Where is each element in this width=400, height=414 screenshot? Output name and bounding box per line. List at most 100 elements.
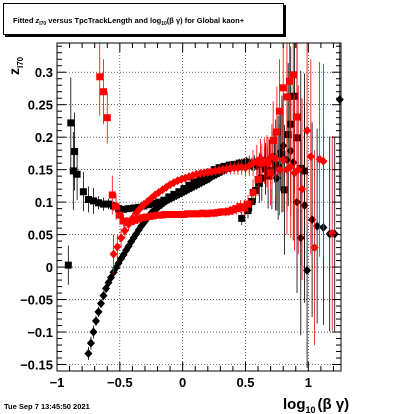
x-tick-label: 0.5	[236, 375, 254, 390]
data-point-square	[120, 205, 128, 213]
data-point-diamond	[120, 226, 129, 236]
data-point-square	[105, 200, 113, 208]
data-point-diamond	[89, 327, 98, 337]
y-tick-label: 0	[46, 260, 53, 275]
data-point-square	[138, 214, 146, 222]
data-point-diamond	[303, 126, 312, 136]
data-point-diamond	[96, 298, 105, 308]
x-tick-label: −1	[50, 375, 65, 390]
data-point-diamond	[303, 265, 312, 275]
y-tick-label: 0.3	[35, 65, 53, 80]
data-point-square	[284, 131, 292, 139]
data-point-diamond	[294, 165, 303, 175]
chart-title: Fitted zI70 versus TpcTrackLength and lo…	[13, 16, 245, 27]
data-point-diamond	[122, 245, 131, 255]
data-point-square	[154, 211, 162, 219]
data-point-square	[161, 210, 169, 218]
data-point-square	[225, 207, 233, 215]
data-point-square	[285, 77, 293, 85]
x-tick-label: 1	[305, 375, 312, 390]
data-point-square	[293, 113, 301, 121]
data-point-square	[221, 208, 229, 216]
data-point-square	[199, 209, 207, 217]
data-point-square	[99, 88, 107, 96]
data-point-diamond	[306, 152, 315, 162]
data-point-square	[214, 209, 222, 217]
data-point-diamond	[124, 219, 133, 229]
data-point-square	[89, 197, 97, 205]
data-point-square	[64, 261, 72, 269]
data-point-square	[280, 186, 288, 194]
data-point-square	[150, 199, 158, 207]
data-point-diamond	[328, 228, 337, 238]
data-point-square	[283, 93, 291, 101]
data-point-square	[125, 205, 133, 213]
data-point-diamond	[99, 291, 108, 301]
title-box: Fitted zI70 versus TpcTrackLength and lo…	[3, 3, 284, 35]
data-point-square	[146, 212, 154, 220]
data-point-square	[206, 209, 214, 217]
y-tick-label: −0.05	[20, 293, 53, 308]
data-point-diamond	[308, 215, 317, 225]
timestamp: Tue Sep 7 13:45:50 2021	[4, 402, 90, 411]
data-point-square	[195, 175, 203, 183]
data-point-square	[103, 114, 111, 122]
data-point-square	[172, 210, 180, 218]
data-point-square	[94, 199, 102, 207]
data-point-square	[191, 210, 199, 218]
data-point-square	[71, 147, 79, 155]
data-point-square	[233, 205, 241, 213]
data-point-diamond	[264, 158, 273, 168]
data-point-square	[258, 159, 266, 167]
data-point-square	[116, 211, 124, 219]
data-point-diamond	[298, 184, 307, 194]
x-axis-label: log10 (β γ)	[283, 396, 349, 414]
data-point-square	[96, 73, 104, 81]
data-point-square	[130, 204, 138, 212]
data-point-square	[203, 210, 211, 218]
data-point-square	[142, 213, 150, 221]
data-point-square	[79, 188, 87, 196]
data-point-square	[218, 208, 226, 216]
data-point-square	[155, 198, 163, 206]
data-point-square	[255, 179, 263, 187]
data-point-square	[150, 212, 158, 220]
data-point-diamond	[286, 161, 295, 171]
data-point-square	[289, 71, 297, 79]
data-point-square	[127, 218, 135, 226]
data-point-square	[236, 203, 244, 211]
data-point-diamond	[276, 147, 285, 157]
data-point-square	[262, 165, 270, 173]
data-point-square	[180, 210, 188, 218]
data-point-diamond	[109, 249, 118, 259]
data-point-square	[190, 178, 198, 186]
data-point-diamond	[272, 173, 281, 183]
x-tick-label: −0.5	[107, 375, 133, 390]
data-point-diamond	[275, 165, 284, 175]
data-point-diamond	[271, 154, 280, 164]
data-point-square	[131, 216, 139, 224]
data-point-square	[275, 107, 283, 115]
data-point-square	[165, 210, 173, 218]
plot-frame	[56, 42, 342, 372]
data-point-diamond	[335, 95, 344, 105]
x-tick-label: 0	[179, 375, 186, 390]
y-tick-label: −0.15	[20, 358, 53, 373]
data-point-square	[279, 84, 287, 92]
data-point-diamond	[84, 348, 93, 358]
data-point-square	[69, 167, 77, 175]
data-point-square	[99, 200, 107, 208]
data-point-square	[169, 210, 177, 218]
data-point-square	[269, 136, 277, 144]
data-point-square	[210, 209, 218, 217]
data-point-diamond	[117, 233, 126, 243]
data-point-square	[267, 169, 275, 177]
data-point-square	[249, 188, 257, 196]
data-point-square	[254, 175, 262, 183]
y-tick-label: 0.25	[28, 98, 53, 113]
series-3	[109, 43, 337, 346]
y-tick-label: 0.15	[28, 163, 53, 178]
data-point-square	[108, 191, 116, 199]
data-point-diamond	[310, 243, 319, 253]
data-point-diamond	[113, 242, 122, 252]
